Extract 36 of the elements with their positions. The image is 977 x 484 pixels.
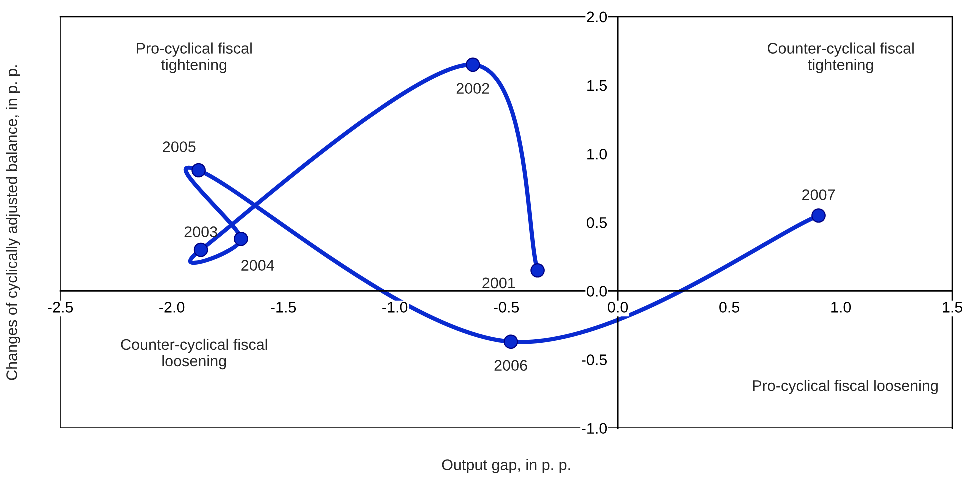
annotation: Counter-cyclical fiscal tightening [768,42,914,74]
y-tick-label: 1.5 [588,80,608,92]
annotation: Pro-cyclical fiscal loosening [753,380,938,394]
annotation: 2005 [163,142,196,152]
x-tick-label: -1.0 [382,302,408,313]
y-tick-label: -0.5 [582,354,608,366]
x-tick-label: -2.5 [48,302,74,313]
x-tick-label: -0.5 [494,302,520,313]
annotation: 2006 [494,360,528,372]
x-axis-title: Output gap, in p. p. [442,459,570,474]
x-tick-label: 0.0 [608,302,628,313]
x-tick-label: -1.5 [271,302,296,313]
y-tick-label: 0.0 [587,286,608,297]
annotation: 2003 [184,226,218,238]
annotation: Pro-cyclical fiscal tightening [137,42,252,74]
point [466,58,480,72]
y-tick-label: -1.0 [582,423,608,434]
y-axis-title: Changes of cyclically adjusted balance, in p. p. [6,66,20,380]
point [194,242,208,258]
point [530,263,545,278]
x-tick-label: 1.0 [832,302,852,313]
point [192,163,206,178]
y-tick-label: 0.5 [587,218,608,228]
x-tick-label: 1.5 [943,302,963,313]
annotation: Counter-cyclical fiscal loosening [121,338,268,370]
point [234,232,248,246]
x-tick-label: -2.0 [160,302,185,313]
annotation: 2001 [482,278,516,289]
annotation: 2004 [242,260,274,271]
annotation: 2002 [456,83,490,94]
point [504,334,518,350]
y-tick-label: 1.0 [588,148,608,160]
annotation: 2007 [802,190,836,200]
y-tick-label: 2.0 [587,12,608,23]
x-tick-label: 0.5 [720,302,740,313]
point [812,208,826,223]
